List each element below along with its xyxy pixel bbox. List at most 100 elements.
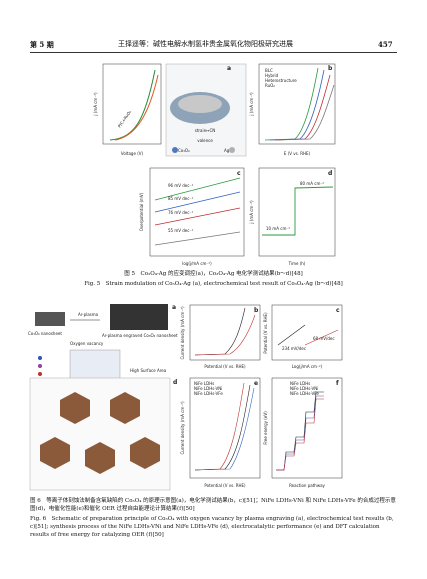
axes <box>271 377 343 479</box>
curve <box>276 398 324 471</box>
axis-label: Time (h) <box>288 261 306 266</box>
panel-label: d <box>173 379 177 386</box>
axis-label: j (mA cm⁻²) <box>249 200 254 225</box>
curve <box>194 387 255 471</box>
axis-label: Potential (V vs. RHE) <box>204 364 246 369</box>
axis-label: j (mA cm⁻²) <box>93 92 98 117</box>
panel-label: c <box>237 170 241 177</box>
panel-label: e <box>254 380 258 387</box>
atom <box>38 364 42 368</box>
axes <box>258 167 336 257</box>
legend-entry: Heterostructure <box>265 78 297 83</box>
annotation: 76 mV dec⁻¹ <box>168 210 194 215</box>
curve <box>276 391 324 471</box>
annotation: Co₃O₄ <box>178 148 190 153</box>
caption-en: Fig. 5 Strain modulation of Co₃O₄-Ag (a)… <box>84 281 343 287</box>
atom <box>172 147 178 153</box>
atom <box>38 372 42 376</box>
annotation: 10 mA cm⁻² <box>266 226 290 231</box>
legend-entry: NiFe LDHs <box>194 381 214 386</box>
annotation: 85 mV dec⁻¹ <box>168 196 194 201</box>
hexagon <box>85 442 115 474</box>
axis-label: Current density (mA cm⁻²) <box>180 306 185 360</box>
structure <box>178 95 222 113</box>
curve <box>194 382 245 471</box>
panel-label: b <box>254 307 259 314</box>
curve <box>304 329 339 346</box>
legend-entry: NiFe LDHs-VFe <box>290 391 319 396</box>
running-title: 王择遥等：碱性电解水制氢非贵金属氧化物阳极研究进展 <box>118 40 293 48</box>
annotation: 234 mV/dec <box>282 346 306 351</box>
axes <box>149 167 245 257</box>
curve <box>154 207 241 226</box>
curve <box>277 84 335 141</box>
annotation: Oxygen vacancy <box>70 341 104 346</box>
axis-label: Free energy (eV) <box>263 411 268 445</box>
axis-label: Potential (V vs. RHE) <box>204 483 246 488</box>
caption-cn: 图 5 Co₃O₄-Ag 的应变调控(a)，Co₃O₄-Ag 电化学测试结果(b… <box>124 271 303 277</box>
issue: 第 5 期 <box>30 40 54 49</box>
nanosheet <box>110 304 168 330</box>
panel-label: b <box>328 65 333 72</box>
curve <box>154 191 241 213</box>
annotation: 96 mV dec⁻¹ <box>168 183 194 188</box>
curve-label: PtC+RuO₂ <box>117 109 133 129</box>
axis-label: Overpotential (mV) <box>139 192 144 231</box>
legend-entry: NiFe LDHs <box>290 381 310 386</box>
page-number: 457 <box>378 40 393 49</box>
curve <box>154 177 241 201</box>
panel-label: a <box>227 65 231 72</box>
annotation: 68 mV/dec <box>313 336 335 341</box>
curve <box>276 395 324 471</box>
axis-label: log(j/mA cm⁻²) <box>182 261 212 266</box>
caption-en: Fig. 6 Schematic of preparation principl… <box>30 516 394 538</box>
header-rule <box>30 52 397 53</box>
legend-entry: NiFe LDHs-VFe <box>194 391 223 396</box>
annotation: Ar-plasma engraved Co₃O₄ nanosheet <box>102 333 178 338</box>
axis-label: j (mA cm⁻²) <box>249 92 254 117</box>
atom <box>229 147 235 153</box>
annotation: 55 mV dec⁻¹ <box>168 228 194 233</box>
annotation: Ar-plasma <box>78 312 99 317</box>
annotation: strain↔CN <box>195 128 216 133</box>
axis-label: Current density (mA cm⁻²) <box>180 401 185 455</box>
curve <box>114 74 159 141</box>
axes <box>102 63 162 145</box>
legend-entry: BLC <box>265 68 273 73</box>
legend-entry: NiFe LDHs-VNi <box>194 386 222 391</box>
hexagon <box>130 437 160 469</box>
axis-label: Reaction pathway <box>289 483 325 488</box>
caption-cn: 图 6 等离子体刻蚀法制备含氧缺陷的 Co₃O₄ 的原理示意图(a)，电化学测试… <box>30 498 396 512</box>
axis-label: Voltage (V) <box>121 151 144 156</box>
panel-label: c <box>336 307 340 314</box>
legend-entry: NiFe LDHs-VNi <box>290 386 318 391</box>
atom <box>38 356 42 360</box>
panel-label: f <box>336 380 339 387</box>
curve <box>274 74 331 141</box>
curve <box>154 231 241 246</box>
annotation: 80 mA cm⁻² <box>300 181 324 186</box>
axes <box>189 304 261 361</box>
panel-label: d <box>328 170 332 177</box>
curve <box>194 384 251 471</box>
curve <box>262 186 334 236</box>
hexagon <box>60 392 90 424</box>
annotation: valence <box>197 138 213 143</box>
curve <box>194 314 256 356</box>
hexagon <box>40 437 70 469</box>
legend-entry: RuO₂ <box>265 83 275 88</box>
curve <box>277 324 306 346</box>
axes <box>271 304 343 361</box>
hexagon <box>110 392 140 424</box>
annotation: Ag <box>224 148 230 153</box>
panel-label: a <box>172 304 176 311</box>
axis-label: E (V vs. RHE) <box>284 151 311 156</box>
annotation: Co₃O₄ nanosheet <box>28 331 62 336</box>
axis-label: Potential (V vs. RHE) <box>263 312 268 354</box>
nanosheet <box>35 312 65 326</box>
axes <box>189 377 261 479</box>
axis-label: Log(j/mA cm⁻²) <box>292 364 323 369</box>
annotation: High Surface Area <box>130 368 167 373</box>
